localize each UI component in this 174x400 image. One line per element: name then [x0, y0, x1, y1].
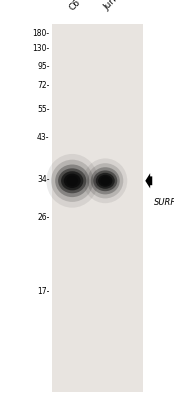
Text: Jurkat: Jurkat [102, 0, 127, 12]
Ellipse shape [51, 160, 93, 202]
Ellipse shape [46, 154, 98, 208]
Text: SURF4: SURF4 [154, 198, 174, 207]
FancyBboxPatch shape [52, 24, 143, 392]
Ellipse shape [87, 163, 123, 198]
Text: 72-: 72- [37, 81, 50, 90]
Ellipse shape [64, 174, 81, 188]
Text: 130-: 130- [32, 44, 50, 53]
Ellipse shape [100, 176, 110, 185]
Ellipse shape [83, 158, 127, 203]
Ellipse shape [93, 170, 117, 191]
Ellipse shape [91, 167, 120, 194]
Ellipse shape [61, 171, 83, 190]
Text: 17-: 17- [37, 288, 50, 296]
Ellipse shape [66, 176, 78, 186]
Text: 43-: 43- [37, 134, 50, 142]
Text: 34-: 34- [37, 176, 50, 184]
Ellipse shape [58, 168, 86, 193]
Ellipse shape [96, 173, 115, 189]
Text: C6: C6 [68, 0, 82, 12]
Ellipse shape [55, 164, 89, 197]
Text: 180-: 180- [33, 30, 50, 38]
Text: 95-: 95- [37, 62, 50, 71]
Ellipse shape [102, 178, 108, 184]
FancyArrow shape [145, 173, 152, 188]
Text: 26-: 26- [37, 214, 50, 222]
Text: 55-: 55- [37, 105, 50, 114]
Ellipse shape [98, 175, 112, 187]
Ellipse shape [69, 177, 76, 184]
